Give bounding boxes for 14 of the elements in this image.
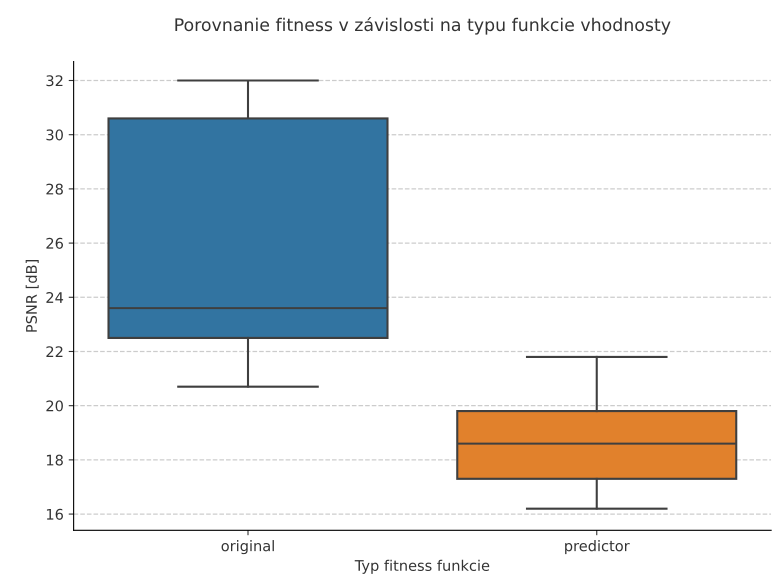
chart-title: Porovnanie fitness v závislosti na typu funkcie vhodnosty (175, 17, 671, 35)
y-tick-label: 20 (46, 400, 63, 412)
y-tick-label: 16 (46, 508, 63, 520)
x-tick-label: predictor (565, 540, 630, 554)
y-tick-label: 32 (46, 75, 62, 86)
y-tick-label: 18 (46, 454, 63, 466)
y-tick-label: 30 (46, 129, 63, 140)
x-tick-label: original (222, 540, 274, 554)
y-tick-label: 24 (46, 292, 64, 303)
x-axis-title: Typ fitness funkcie (354, 560, 490, 574)
y-tick-label: 26 (46, 238, 63, 249)
y-axis-title: PSNR [dB] (26, 260, 39, 332)
y-tick-label: 22 (46, 346, 62, 358)
y-tick-label: 28 (46, 184, 63, 195)
